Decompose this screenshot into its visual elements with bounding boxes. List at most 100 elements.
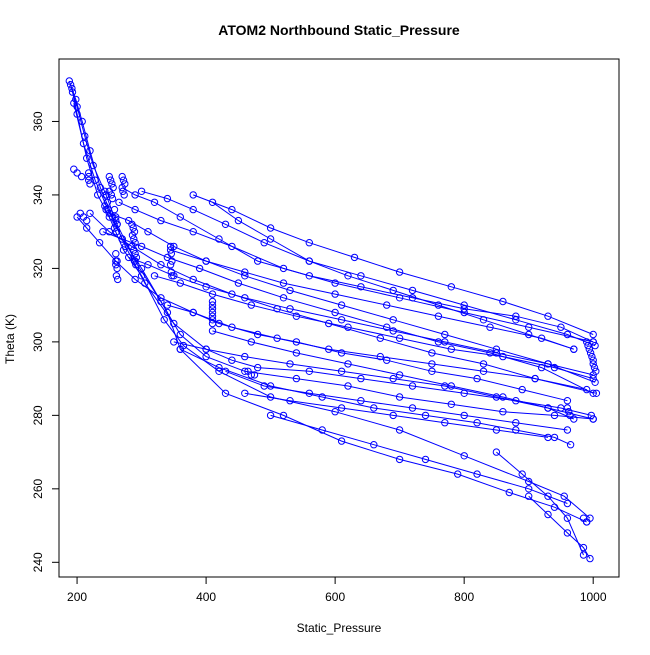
data-point xyxy=(125,253,133,262)
data-point xyxy=(110,205,119,214)
data-point xyxy=(241,389,249,397)
data-point xyxy=(228,323,236,331)
data-point xyxy=(318,393,326,401)
data-point xyxy=(357,283,365,291)
data-point xyxy=(395,393,404,401)
data-point xyxy=(279,411,288,420)
data-point xyxy=(350,253,359,262)
data-point xyxy=(579,543,588,552)
data-point xyxy=(395,294,404,302)
y-tick-label: 240 xyxy=(31,552,45,572)
data-point xyxy=(370,404,378,412)
data-point xyxy=(176,345,185,353)
data-point xyxy=(65,77,74,85)
data-point xyxy=(189,205,197,214)
data-point xyxy=(505,488,513,497)
data-point xyxy=(544,312,552,320)
data-point xyxy=(221,367,230,375)
data-point xyxy=(130,228,139,236)
data-point xyxy=(486,323,494,331)
data-point xyxy=(376,352,384,361)
data-point xyxy=(589,360,597,368)
data-point xyxy=(208,301,217,309)
data-point xyxy=(492,448,501,456)
data-point xyxy=(421,411,430,420)
data-point xyxy=(113,264,121,273)
data-point xyxy=(108,180,116,188)
data-point xyxy=(215,363,223,372)
series-line-25 xyxy=(528,495,591,559)
data-point xyxy=(101,187,109,196)
data-point xyxy=(157,294,165,302)
data-point xyxy=(325,345,333,353)
data-point xyxy=(589,356,597,364)
data-point xyxy=(305,257,313,265)
data-point xyxy=(189,228,197,236)
data-point xyxy=(66,81,75,89)
data-point xyxy=(357,397,365,405)
data-point xyxy=(550,503,559,511)
data-point xyxy=(121,180,129,188)
data-point xyxy=(176,330,185,339)
data-point xyxy=(86,180,94,188)
data-point xyxy=(130,257,139,265)
data-point xyxy=(163,253,172,262)
data-point xyxy=(202,257,210,265)
series-line-16 xyxy=(180,348,571,446)
series-line-14 xyxy=(167,304,568,402)
data-point xyxy=(570,345,578,353)
data-point xyxy=(95,239,104,247)
data-point xyxy=(590,363,599,372)
data-point xyxy=(318,426,326,434)
data-point xyxy=(447,345,455,353)
data-point xyxy=(137,242,146,251)
data-point xyxy=(279,264,288,273)
data-point xyxy=(544,404,552,412)
data-point xyxy=(337,404,346,412)
data-point xyxy=(137,187,146,196)
data-point xyxy=(331,408,339,416)
data-point xyxy=(77,172,86,181)
data-point xyxy=(170,338,178,346)
x-axis: 200 400 600 800 1000 xyxy=(67,576,607,604)
data-point xyxy=(163,194,172,203)
data-point xyxy=(131,275,139,284)
series-line-17 xyxy=(212,330,594,420)
data-point xyxy=(241,268,249,276)
data-point xyxy=(550,363,559,372)
data-point xyxy=(586,349,595,357)
data-point xyxy=(83,154,91,162)
data-point xyxy=(112,228,121,236)
data-point xyxy=(241,272,249,280)
data-point xyxy=(157,216,165,225)
data-point xyxy=(591,378,599,386)
data-point xyxy=(592,389,601,397)
y-tick-label: 340 xyxy=(31,185,45,205)
data-point xyxy=(563,514,572,522)
data-point xyxy=(208,312,217,320)
data-point xyxy=(208,305,217,313)
data-point xyxy=(447,400,455,408)
data-point xyxy=(279,279,288,287)
data-point xyxy=(208,297,217,306)
data-point xyxy=(119,176,128,184)
series-line-15 xyxy=(173,341,574,420)
data-point xyxy=(544,510,552,519)
data-point xyxy=(247,338,256,346)
data-point xyxy=(254,363,262,372)
data-point xyxy=(512,316,520,324)
data-point xyxy=(130,246,138,254)
data-point xyxy=(591,341,599,350)
data-point xyxy=(473,470,481,478)
data-point xyxy=(428,367,436,375)
data-point xyxy=(389,316,397,324)
data-point xyxy=(499,393,507,401)
data-point xyxy=(202,352,210,361)
series-line-21 xyxy=(225,370,568,431)
data-point xyxy=(110,224,119,232)
data-point xyxy=(434,301,443,309)
data-point xyxy=(305,239,313,247)
series-line-9 xyxy=(102,231,594,394)
data-point xyxy=(106,176,115,184)
